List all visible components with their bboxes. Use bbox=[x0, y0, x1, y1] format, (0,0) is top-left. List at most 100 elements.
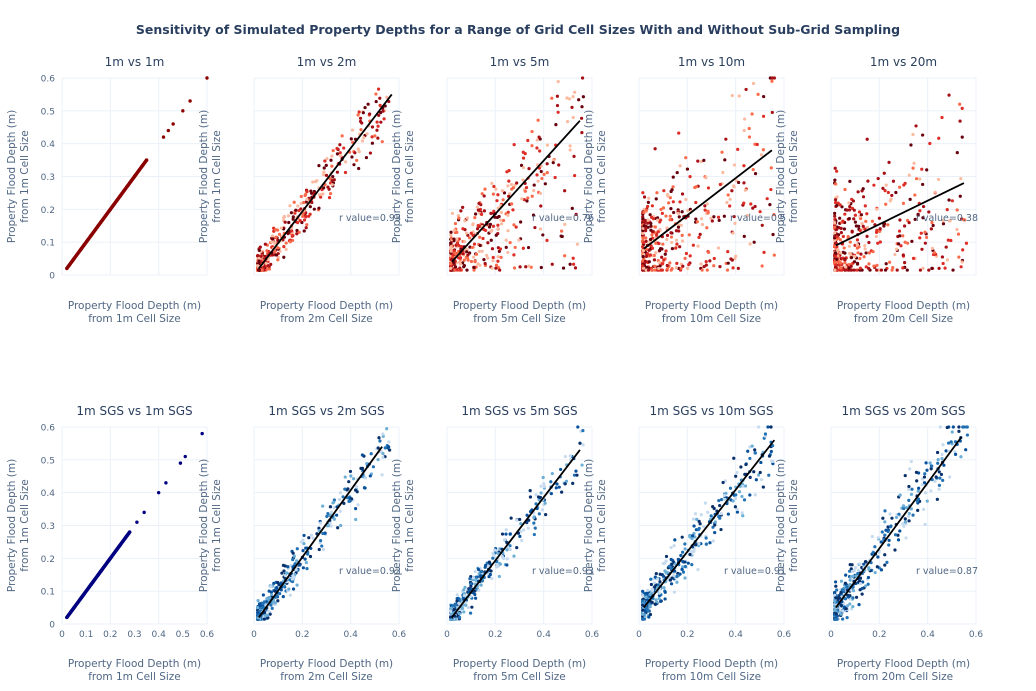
data-point bbox=[649, 215, 654, 219]
data-point bbox=[733, 505, 738, 509]
y-axis-label-line2: from 1m Cell Size bbox=[596, 479, 608, 572]
data-point bbox=[473, 589, 477, 593]
data-point bbox=[648, 604, 652, 608]
data-point bbox=[918, 236, 922, 240]
data-point bbox=[857, 245, 861, 249]
data-point bbox=[257, 256, 261, 261]
data-point bbox=[270, 234, 275, 238]
data-point bbox=[657, 241, 661, 246]
data-point bbox=[742, 181, 746, 185]
data-point bbox=[527, 166, 531, 171]
data-point bbox=[726, 250, 730, 254]
data-point bbox=[865, 225, 870, 230]
data-point bbox=[648, 213, 652, 217]
data-point bbox=[381, 434, 385, 438]
data-point bbox=[641, 608, 645, 612]
data-point bbox=[677, 131, 681, 135]
data-point bbox=[132, 174, 137, 179]
data-point bbox=[346, 487, 350, 491]
data-point bbox=[449, 241, 453, 245]
data-point bbox=[291, 574, 295, 578]
data-point bbox=[674, 238, 679, 242]
data-point bbox=[261, 593, 265, 597]
data-point bbox=[645, 251, 650, 256]
data-point bbox=[641, 191, 645, 195]
x-axis-label-line1: Property Flood Depth (m) bbox=[837, 300, 970, 312]
data-point bbox=[464, 231, 469, 235]
data-point bbox=[663, 252, 667, 256]
data-point bbox=[580, 76, 585, 80]
data-point bbox=[477, 568, 481, 572]
data-point bbox=[688, 535, 692, 539]
data-point bbox=[332, 500, 336, 504]
data-point bbox=[911, 132, 915, 137]
data-point bbox=[269, 593, 274, 597]
data-point bbox=[960, 106, 964, 111]
data-point bbox=[181, 109, 185, 113]
data-point bbox=[699, 513, 703, 517]
data-point bbox=[918, 209, 922, 213]
data-point bbox=[713, 530, 717, 535]
data-point bbox=[896, 538, 901, 542]
data-point bbox=[127, 181, 132, 185]
data-point bbox=[753, 448, 757, 452]
data-point bbox=[490, 576, 494, 581]
data-point bbox=[704, 176, 708, 180]
data-point bbox=[965, 433, 970, 437]
data-point bbox=[833, 608, 837, 612]
data-point bbox=[685, 167, 690, 171]
data-point bbox=[687, 262, 691, 267]
data-point bbox=[505, 557, 509, 561]
data-point bbox=[898, 218, 902, 222]
data-point bbox=[855, 243, 859, 247]
data-point bbox=[299, 194, 303, 199]
data-point bbox=[843, 268, 847, 272]
data-point bbox=[646, 204, 650, 209]
data-point bbox=[920, 483, 924, 487]
data-point bbox=[858, 256, 862, 261]
gridlines bbox=[830, 77, 977, 276]
data-point bbox=[355, 485, 359, 489]
data-point bbox=[957, 425, 961, 429]
data-point bbox=[951, 268, 955, 272]
y-axis-label: Property Flood Depth (m)from 1m Cell Siz… bbox=[583, 459, 608, 592]
data-point bbox=[761, 148, 765, 152]
data-point bbox=[480, 249, 484, 253]
data-point bbox=[864, 219, 868, 223]
r-value-annotation: r value=0.76 bbox=[532, 213, 594, 224]
data-point bbox=[663, 597, 667, 601]
data-point bbox=[704, 542, 708, 546]
data-point bbox=[835, 235, 839, 239]
data-point bbox=[839, 266, 843, 270]
data-point bbox=[568, 454, 572, 458]
data-point bbox=[530, 144, 534, 148]
data-point bbox=[484, 253, 489, 257]
data-point bbox=[681, 570, 686, 574]
data-point bbox=[556, 110, 560, 114]
data-point bbox=[675, 242, 679, 246]
data-point bbox=[948, 475, 952, 479]
data-point bbox=[538, 227, 543, 231]
data-point bbox=[737, 490, 742, 494]
data-point bbox=[909, 492, 914, 496]
data-point bbox=[862, 562, 866, 566]
r-value-annotation: r value=0.92 bbox=[339, 566, 401, 577]
data-point bbox=[467, 236, 472, 240]
data-point bbox=[474, 212, 478, 216]
data-point bbox=[297, 230, 301, 234]
data-point bbox=[681, 550, 685, 554]
data-point bbox=[337, 497, 342, 502]
data-point bbox=[468, 245, 472, 249]
data-point bbox=[848, 179, 852, 183]
data-point bbox=[142, 510, 146, 515]
data-point bbox=[664, 559, 668, 563]
data-point bbox=[852, 268, 856, 272]
data-point bbox=[559, 467, 563, 472]
data-point bbox=[343, 170, 348, 175]
y-tick-label: 0.6 bbox=[41, 424, 56, 434]
data-point bbox=[734, 496, 738, 501]
data-point bbox=[535, 146, 539, 150]
data-point bbox=[331, 174, 335, 179]
data-point bbox=[884, 528, 888, 532]
data-point bbox=[490, 181, 494, 185]
